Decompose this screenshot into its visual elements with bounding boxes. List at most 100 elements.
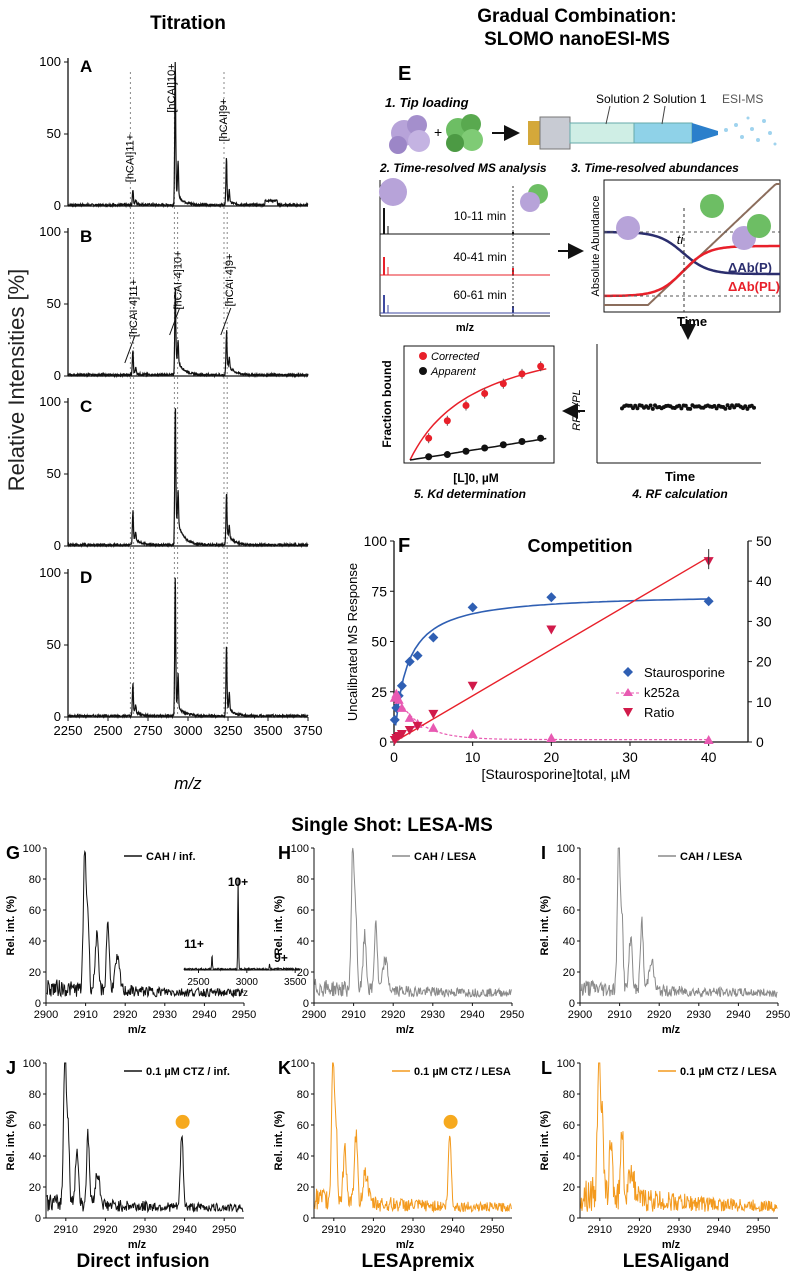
f-left-tick-label: 0 <box>379 734 387 750</box>
lesa-y-tick-label: 20 <box>563 967 575 979</box>
k252a-point <box>396 702 407 712</box>
lesa-x-tick-label: 2930 <box>153 1009 177 1021</box>
panel-label: B <box>80 227 92 246</box>
lesa-y-tick-label: 100 <box>291 843 309 855</box>
lesa-y-tick-label: 100 <box>557 1058 575 1070</box>
k252a-point <box>404 712 415 722</box>
y-tick-label: 0 <box>54 709 61 724</box>
apparent-point <box>499 441 507 449</box>
lesa-legend-label: 0.1 µM CTZ / LESA <box>680 1066 777 1078</box>
lesa-ylabel: Rel. int. (%) <box>273 1110 285 1170</box>
panel-e-label: E <box>398 63 411 85</box>
lesa-x-tick-label: 2940 <box>172 1224 196 1236</box>
staurosporine-point <box>404 656 415 667</box>
rf-point <box>688 406 693 411</box>
step3-xlabel: Time <box>677 314 707 329</box>
rf-calculation-plot: RF P/PLTime4. RF calculation <box>571 344 761 501</box>
x-tick-label: 3000 <box>174 723 203 738</box>
lesa-y-tick-label: 60 <box>297 1120 309 1132</box>
step3-title: 3. Time-resolved abundances <box>571 161 739 175</box>
y-tick-label: 50 <box>47 637 61 652</box>
lesa-y-tick-label: 40 <box>29 1151 41 1163</box>
lesa-panel-label: J <box>6 1058 16 1078</box>
f-left-tick-label: 50 <box>371 634 387 650</box>
f-right-tick-label: 0 <box>756 734 764 750</box>
lesa-y-tick-label: 100 <box>291 1058 309 1070</box>
lesa-x-tick-label: 2900 <box>302 1009 326 1021</box>
f-legend-label: k252a <box>644 685 680 700</box>
k252a-point <box>393 694 404 704</box>
corrected-point <box>499 380 507 388</box>
staurosporine-point <box>412 650 423 661</box>
f-right-tick-label: 20 <box>756 654 772 670</box>
peak-annotation: [hCAI·4]10+ <box>173 250 185 309</box>
step5-title: 5. Kd determination <box>414 487 526 501</box>
protein-icon <box>747 214 771 238</box>
rf-point <box>683 403 688 408</box>
f-x-tick-label: 20 <box>544 749 560 765</box>
lesa-legend-label: 0.1 µM CTZ / LESA <box>414 1066 511 1078</box>
titration-xlabel: m/z <box>174 774 202 793</box>
ratio-point <box>412 721 423 731</box>
legend-staurosporine-marker <box>623 667 633 677</box>
f-right-tick-label: 50 <box>756 533 772 549</box>
lesa-y-tick-label: 80 <box>563 874 575 886</box>
lesa-x-tick-label: 2950 <box>232 1009 256 1021</box>
lesa-x-tick-label: 2940 <box>706 1224 730 1236</box>
lesa-x-tick-label: 2910 <box>322 1224 346 1236</box>
y-tick-label: 0 <box>54 198 61 213</box>
lesa-ylabel: Rel. int. (%) <box>5 895 17 955</box>
inset-xlabel: m/z <box>232 988 248 999</box>
f-legend-label: Staurosporine <box>644 665 725 680</box>
protein-icon <box>616 216 640 240</box>
lesa-y-tick-label: 60 <box>29 1120 41 1132</box>
f-right-tick-label: 40 <box>756 573 772 589</box>
lesa-x-tick-label: 2910 <box>607 1009 631 1021</box>
x-tick-label: 3500 <box>254 723 283 738</box>
lesa-x-tick-label: 2920 <box>647 1009 671 1021</box>
lesa-y-tick-label: 0 <box>569 1213 575 1225</box>
lesa-y-tick-label: 60 <box>563 905 575 917</box>
ratio-point <box>396 729 407 739</box>
lesa-panel-label: G <box>6 843 20 863</box>
ti-label: ti <box>677 232 685 247</box>
rf-point <box>725 403 730 408</box>
fb-ylabel: Fraction bound <box>380 360 394 447</box>
time-window-label: 40-41 min <box>453 250 506 264</box>
lesa-x-tick-label: 2930 <box>401 1224 425 1236</box>
gradual-title-line2: SLOMO nanoESI-MS <box>484 29 670 50</box>
panel-e: E 1. Tip loading + Solution 2 Solution 1… <box>379 63 781 501</box>
caption-lesa-premix: LESApremix <box>362 1251 475 1272</box>
lesa-panel-label: K <box>278 1058 291 1078</box>
lesa-y-tick-label: 0 <box>303 1213 309 1225</box>
y-tick-label: 100 <box>39 394 61 409</box>
staurosporine-point <box>467 602 478 613</box>
k252a-point <box>428 722 439 732</box>
lesa-spectrum-line <box>46 1062 244 1214</box>
titration-spectrum-line <box>67 61 309 209</box>
time-window-label: 10-11 min <box>454 209 506 223</box>
apparent-point <box>481 444 489 452</box>
f-x-tick-label: 10 <box>465 749 481 765</box>
lesa-xlabel: m/z <box>396 1024 415 1036</box>
lesa-x-tick-label: 2940 <box>726 1009 750 1021</box>
lesa-xlabel: m/z <box>128 1239 147 1251</box>
lesa-ylabel: Rel. int. (%) <box>5 1110 17 1170</box>
corrected-point <box>462 402 470 409</box>
lesa-y-tick-label: 40 <box>563 1151 575 1163</box>
dab-p-label: ΔAb(P) <box>728 260 772 275</box>
step2-title: 2. Time-resolved MS analysis <box>379 161 547 175</box>
lesa-y-tick-label: 80 <box>563 1089 575 1101</box>
titration-panel-group: Relative Intensities [%] m/z 0 50 100 A [hCA… <box>4 54 322 793</box>
lesa-x-tick-label: 2910 <box>588 1224 612 1236</box>
y-tick-label: 100 <box>39 54 61 69</box>
lesa-x-tick-label: 2950 <box>212 1224 236 1236</box>
lesa-x-tick-label: 2950 <box>480 1224 504 1236</box>
lesa-spectrum-line <box>314 1062 512 1214</box>
lesa-panels: G 0 20 40 60 80 100 Rel. int. (%) 2900 2910 2920 29… <box>5 843 790 1272</box>
f-x-tick-label: 30 <box>622 749 638 765</box>
lesa-x-tick-label: 2920 <box>381 1009 405 1021</box>
corrected-point <box>425 434 433 442</box>
y-tick-label: 0 <box>54 538 61 553</box>
staurosporine-point <box>546 592 557 603</box>
